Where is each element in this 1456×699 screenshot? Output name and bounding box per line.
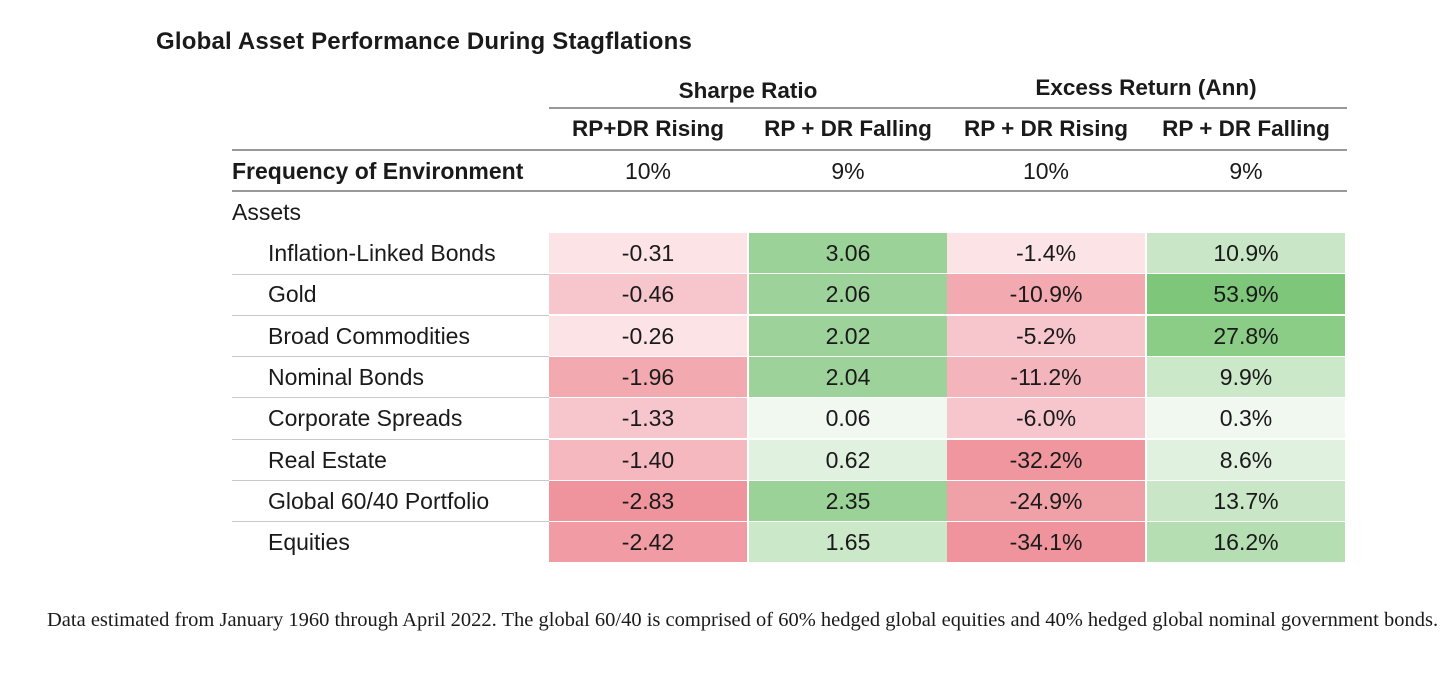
data-cell: 2.02 bbox=[749, 315, 947, 356]
data-cell: 2.35 bbox=[749, 480, 947, 521]
group-header-sharpe-ratio: Sharpe Ratio bbox=[678, 78, 818, 103]
row-divider bbox=[232, 480, 549, 481]
data-cell: -0.31 bbox=[549, 233, 747, 273]
asset-label: Real Estate bbox=[268, 446, 387, 473]
asset-label: Gold bbox=[268, 281, 317, 308]
data-cell: 8.6% bbox=[1147, 439, 1345, 480]
frequency-value: 10% bbox=[1022, 158, 1070, 184]
group-header-rule bbox=[549, 107, 1347, 109]
row-divider bbox=[232, 438, 549, 440]
data-cell: 0.3% bbox=[1147, 398, 1345, 439]
data-cell: -10.9% bbox=[947, 274, 1145, 315]
row-divider bbox=[232, 314, 549, 316]
data-cell: 13.7% bbox=[1147, 480, 1345, 521]
data-cell: -2.42 bbox=[549, 522, 747, 563]
data-cell: 3.06 bbox=[749, 233, 947, 273]
data-cell: -11.2% bbox=[947, 356, 1145, 397]
data-cell: -6.0% bbox=[947, 398, 1145, 439]
row-divider bbox=[232, 356, 549, 358]
column-header: RP + DR Rising bbox=[964, 116, 1128, 141]
asset-label: Broad Commodities bbox=[268, 322, 470, 349]
data-cell: 0.06 bbox=[749, 398, 947, 439]
frequency-value: 10% bbox=[624, 158, 672, 184]
assets-section-label: Assets bbox=[232, 199, 302, 225]
data-cell: 16.2% bbox=[1147, 522, 1345, 563]
data-cell: -1.96 bbox=[549, 356, 747, 397]
column-header: RP+DR Rising bbox=[572, 116, 724, 141]
chart-title: Global Asset Performance During Stagflat… bbox=[155, 28, 692, 55]
asset-label: Global 60/40 Portfolio bbox=[268, 487, 490, 514]
column-header: RP + DR Falling bbox=[1162, 116, 1330, 141]
group-header-excess-return: Excess Return (Ann) bbox=[1035, 75, 1257, 100]
data-cell: -2.83 bbox=[549, 480, 747, 521]
row-divider bbox=[232, 397, 549, 399]
frequency-row-label: Frequency of Environment bbox=[232, 158, 524, 184]
data-cell: -1.4% bbox=[947, 233, 1145, 273]
footnote: Data estimated from January 1960 through… bbox=[47, 609, 1439, 631]
column-header-rule bbox=[232, 149, 1347, 151]
data-cell: -0.46 bbox=[549, 274, 747, 315]
data-cell: 0.62 bbox=[749, 439, 947, 480]
data-cell: 2.06 bbox=[749, 274, 947, 315]
asset-label: Inflation-Linked Bonds bbox=[268, 240, 496, 266]
data-cell: -5.2% bbox=[947, 315, 1145, 356]
data-cell: -1.33 bbox=[549, 398, 747, 439]
data-cell: -34.1% bbox=[947, 522, 1145, 563]
frequency-value: 9% bbox=[1229, 158, 1263, 184]
asset-label: Equities bbox=[268, 529, 350, 556]
row-divider bbox=[232, 273, 549, 275]
data-cell: -1.40 bbox=[549, 439, 747, 480]
asset-label: Nominal Bonds bbox=[268, 363, 424, 390]
data-cell: -32.2% bbox=[947, 439, 1145, 480]
data-cell: 9.9% bbox=[1147, 356, 1345, 397]
column-header: RP + DR Falling bbox=[764, 116, 932, 141]
data-cell: -24.9% bbox=[947, 480, 1145, 521]
data-cell: 53.9% bbox=[1147, 274, 1345, 315]
data-cell: -0.26 bbox=[549, 315, 747, 356]
data-cell: 1.65 bbox=[749, 522, 947, 563]
asset-label: Corporate Spreads bbox=[268, 405, 463, 432]
row-divider bbox=[232, 521, 549, 523]
frequency-value: 9% bbox=[831, 158, 865, 184]
data-cell: 27.8% bbox=[1147, 315, 1345, 356]
data-cell: 10.9% bbox=[1147, 233, 1345, 273]
frequency-rule bbox=[232, 190, 1347, 192]
data-cell: 2.04 bbox=[749, 356, 947, 397]
